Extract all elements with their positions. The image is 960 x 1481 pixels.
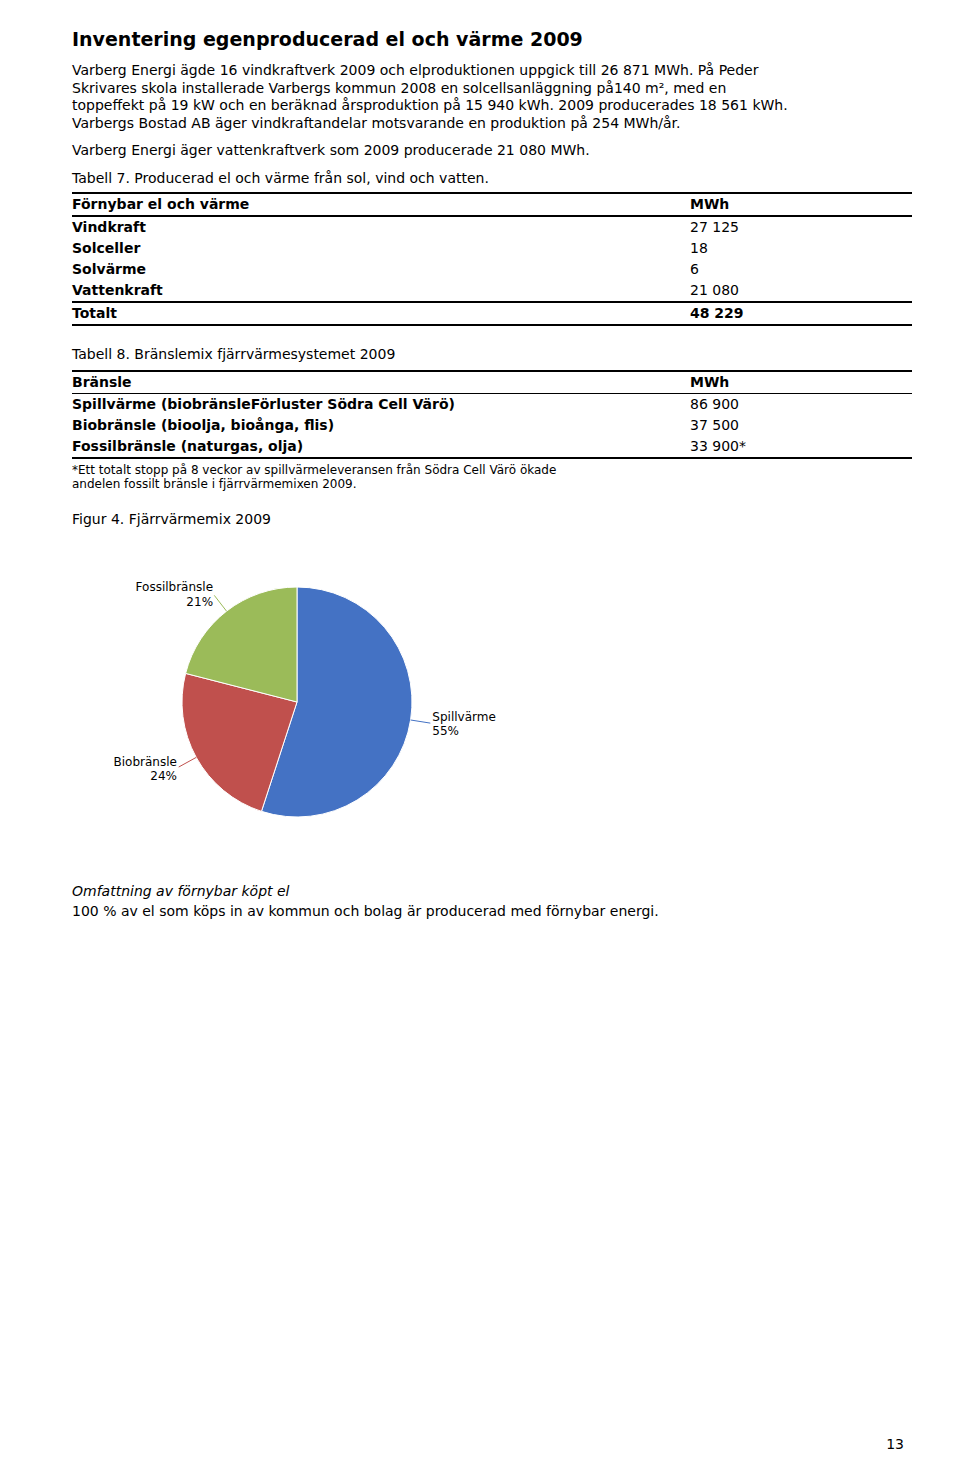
html-text:Biobränsle (bioolja, bioånga,: Biobränsle (bioolja, bioånga, flis) [72,416,334,433]
html-text:Tabell 8. Bränslemix fjärrvärm: Tabell 8. Bränslemix fjärrvärmesystemet … [72,345,396,362]
html-text:27 125: 27 125 [690,218,739,235]
html-text:Skrivares skola installerade V: Skrivares skola installerade Varbergs ko… [72,79,727,96]
svg-text:Spillvärme55%: Spillvärme55% [432,710,496,738]
html-text:Vindkraft: Vindkraft [72,218,146,235]
html-text:toppeffekt på 19 kW och en ber: toppeffekt på 19 kW och en beräknad årsp… [72,97,788,113]
html-text:MWh: MWh [690,195,730,212]
html-text:18: 18 [690,239,708,256]
html-text:21 080: 21 080 [690,281,739,298]
html-text:*Ett totalt stopp på 8 veckor: *Ett totalt stopp på 8 veckor av spillvä… [72,462,557,477]
html-text:Totalt: Totalt [72,304,117,321]
html-text:13: 13 [886,1436,904,1452]
html-text:Bränsle: Bränsle [72,373,132,390]
html-text:Solvärme: Solvärme [72,260,147,277]
html-text:Spillvärme (biobränsleFörluste: Spillvärme (biobränsleFörluster Södra Ce… [72,395,455,412]
html-text:Varberg Energi äger vattenkraf: Varberg Energi äger vattenkraftverk som … [72,142,590,158]
html-text:Tabell 7. Producerad el och vä: Tabell 7. Producerad el och värme från s… [72,169,489,186]
html-text:33 900*: 33 900* [690,437,746,454]
html-text:andelen fossilt bränsle i fjär: andelen fossilt bränsle i fjärrvärmemixe… [72,476,357,491]
html-text:Varberg Energi ägde 16 vindkra: Varberg Energi ägde 16 vindkraftverk 200… [72,62,759,78]
html-text:Vattenkraft: Vattenkraft [72,281,163,298]
html-text:Figur 4. Fjärrvärmemix 2009: Figur 4. Fjärrvärmemix 2009 [72,510,271,527]
html-text:6: 6 [690,260,699,277]
html-text:Inventering egenproducerad el: Inventering egenproducerad el och värme … [72,28,583,50]
html-text:Omfattning av förnybar köpt el: Omfattning av förnybar köpt el [72,882,290,899]
html-text:37 500: 37 500 [690,416,739,433]
html-text:100 % av el som köps in av kom: 100 % av el som köps in av kommun och bo… [72,902,659,919]
html-text:MWh: MWh [690,373,730,390]
html-text:48 229: 48 229 [690,304,744,321]
svg-text:Fossilbränsle21%: Fossilbränsle21% [136,580,213,608]
html-text:Förnybar el och värme: Förnybar el och värme [72,195,250,212]
html-text:Fossilbränsle (naturgas, olja): Fossilbränsle (naturgas, olja) [72,437,304,454]
html-text:Varbergs Bostad AB äger vindkr: Varbergs Bostad AB äger vindkraftandelar… [72,114,681,131]
html-text:86 900: 86 900 [690,395,739,412]
html-text:Solceller: Solceller [72,239,141,256]
svg-text:Biobränsle24%: Biobränsle24% [114,754,177,782]
